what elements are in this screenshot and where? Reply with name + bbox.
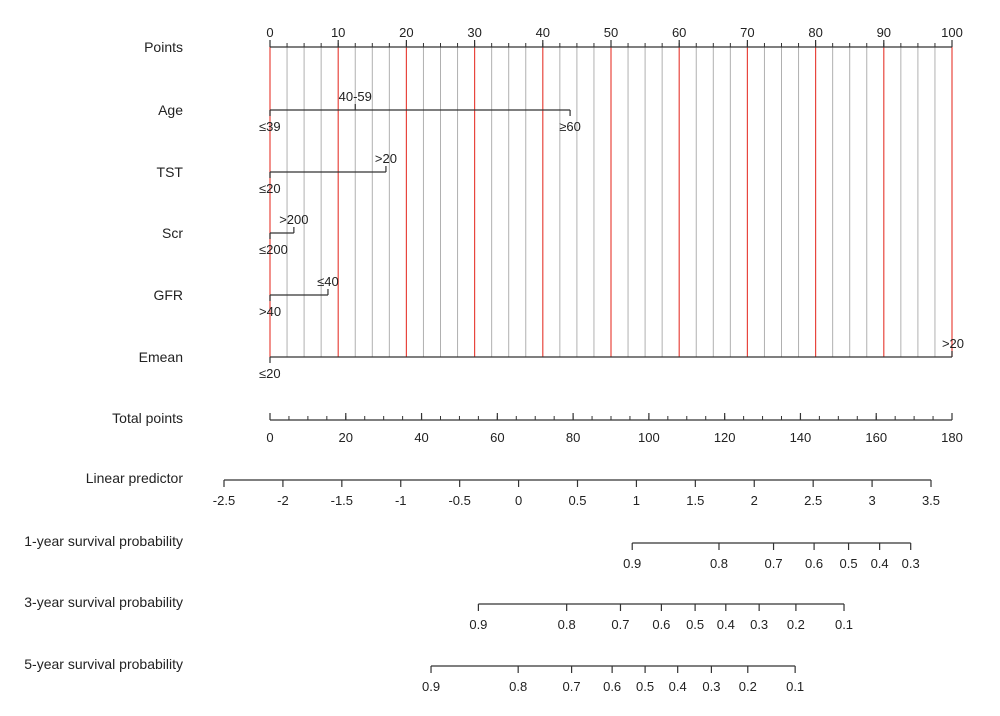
scr-row-label: Scr bbox=[162, 225, 183, 241]
linear-predictor-label: Linear predictor bbox=[86, 470, 184, 486]
survival-2-tick-label: 0.1 bbox=[835, 617, 853, 632]
survival-3-tick-label: 0.8 bbox=[509, 679, 527, 694]
tst-level-label: >20 bbox=[375, 151, 397, 166]
scr-level-label: >200 bbox=[279, 212, 308, 227]
total-points-tick-label: 60 bbox=[490, 430, 504, 445]
survival-2-label: 3-year survival probability bbox=[24, 594, 183, 610]
total-points-tick-label: 20 bbox=[339, 430, 353, 445]
survival-3-tick-label: 0.2 bbox=[739, 679, 757, 694]
survival-3-tick-label: 0.4 bbox=[669, 679, 687, 694]
total-points-label: Total points bbox=[112, 410, 183, 426]
survival-3-tick-label: 0.7 bbox=[563, 679, 581, 694]
survival-2-tick-label: 0.3 bbox=[750, 617, 768, 632]
survival-1-label: 1-year survival probability bbox=[24, 533, 183, 549]
points-axis-tick-label: 70 bbox=[740, 25, 754, 40]
total-points-tick-label: 120 bbox=[714, 430, 736, 445]
scr-level-label: ≤200 bbox=[259, 242, 288, 257]
points-axis-tick-label: 90 bbox=[877, 25, 891, 40]
survival-1-tick-label: 0.9 bbox=[623, 556, 641, 571]
survival-1-tick-label: 0.3 bbox=[902, 556, 920, 571]
linear-predictor-tick-label: 1.5 bbox=[686, 493, 704, 508]
survival-2-tick-label: 0.9 bbox=[469, 617, 487, 632]
linear-predictor-tick-label: -1.5 bbox=[331, 493, 353, 508]
axes-layer bbox=[223, 40, 953, 673]
total-points-tick-label: 80 bbox=[566, 430, 580, 445]
points-axis-tick-label: 100 bbox=[941, 25, 963, 40]
survival-3-tick-label: 0.6 bbox=[603, 679, 621, 694]
emean-level-label: ≤20 bbox=[259, 366, 281, 381]
emean-level-label: >20 bbox=[942, 336, 964, 351]
points-axis-tick-label: 20 bbox=[399, 25, 413, 40]
total-points-tick-label: 140 bbox=[790, 430, 812, 445]
total-points-tick-label: 0 bbox=[266, 430, 273, 445]
linear-predictor-tick-label: 0 bbox=[515, 493, 522, 508]
points-axis-tick-label: 80 bbox=[808, 25, 822, 40]
survival-2-tick-label: 0.7 bbox=[611, 617, 629, 632]
points-axis-label: Points bbox=[144, 39, 183, 55]
total-points-tick-label: 40 bbox=[414, 430, 428, 445]
survival-3-tick-label: 0.1 bbox=[786, 679, 804, 694]
survival-1-tick-label: 0.5 bbox=[840, 556, 858, 571]
linear-predictor-tick-label: -1 bbox=[395, 493, 407, 508]
survival-1-tick-label: 0.8 bbox=[710, 556, 728, 571]
survival-2-tick-label: 0.4 bbox=[717, 617, 735, 632]
points-axis-tick-label: 0 bbox=[266, 25, 273, 40]
survival-1-tick-label: 0.7 bbox=[765, 556, 783, 571]
points-axis-tick-label: 50 bbox=[604, 25, 618, 40]
age-row-label: Age bbox=[158, 102, 183, 118]
survival-2-tick-label: 0.5 bbox=[686, 617, 704, 632]
survival-3-tick-label: 0.9 bbox=[422, 679, 440, 694]
tst-row-label: TST bbox=[157, 164, 184, 180]
points-axis-tick-label: 10 bbox=[331, 25, 345, 40]
linear-predictor-tick-label: -0.5 bbox=[448, 493, 470, 508]
gfr-level-label: >40 bbox=[259, 304, 281, 319]
emean-row-label: Emean bbox=[139, 349, 183, 365]
linear-predictor-tick-label: 2.5 bbox=[804, 493, 822, 508]
linear-predictor-tick-label: -2 bbox=[277, 493, 289, 508]
linear-predictor-tick-label: 3.5 bbox=[922, 493, 940, 508]
total-points-tick-label: 180 bbox=[941, 430, 963, 445]
points-axis-tick-label: 60 bbox=[672, 25, 686, 40]
survival-3-tick-label: 0.3 bbox=[702, 679, 720, 694]
survival-2-tick-label: 0.8 bbox=[558, 617, 576, 632]
survival-1-tick-label: 0.4 bbox=[871, 556, 889, 571]
points-axis-tick-label: 30 bbox=[467, 25, 481, 40]
total-points-tick-label: 160 bbox=[865, 430, 887, 445]
age-level-label: 40-59 bbox=[339, 89, 372, 104]
survival-2-tick-label: 0.6 bbox=[652, 617, 670, 632]
age-level-label: ≥60 bbox=[559, 119, 581, 134]
linear-predictor-tick-label: -2.5 bbox=[213, 493, 235, 508]
linear-predictor-tick-label: 2 bbox=[751, 493, 758, 508]
grid-layer bbox=[269, 47, 953, 357]
gfr-level-label: ≤40 bbox=[317, 274, 339, 289]
survival-3-tick-label: 0.5 bbox=[636, 679, 654, 694]
total-points-tick-label: 100 bbox=[638, 430, 660, 445]
tst-level-label: ≤20 bbox=[259, 181, 281, 196]
linear-predictor-tick-label: 0.5 bbox=[568, 493, 586, 508]
age-level-label: ≤39 bbox=[259, 119, 281, 134]
linear-predictor-tick-label: 1 bbox=[633, 493, 640, 508]
gfr-row-label: GFR bbox=[153, 287, 183, 303]
survival-3-label: 5-year survival probability bbox=[24, 656, 183, 672]
linear-predictor-tick-label: 3 bbox=[868, 493, 875, 508]
survival-2-tick-label: 0.2 bbox=[787, 617, 805, 632]
survival-1-tick-label: 0.6 bbox=[805, 556, 823, 571]
points-axis-tick-label: 40 bbox=[536, 25, 550, 40]
